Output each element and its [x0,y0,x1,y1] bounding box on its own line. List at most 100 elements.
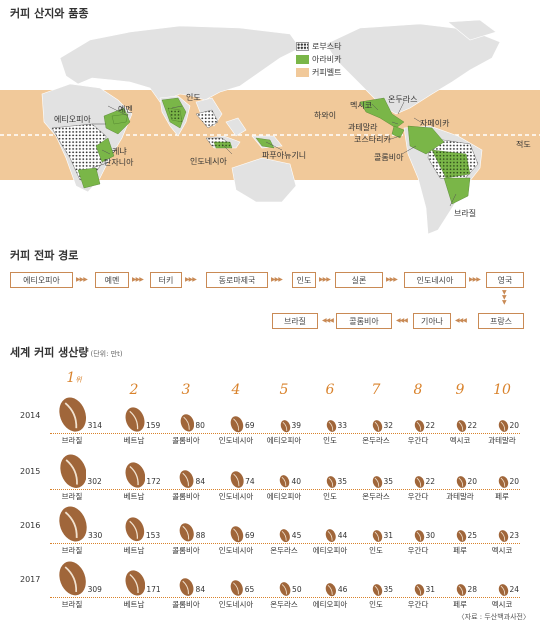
coffee-bean-icon [372,420,382,432]
production-value: 74 [245,477,255,486]
rank-label: 2 [122,382,146,398]
route-step: 브라질 [272,313,318,329]
country-name: 인도 [323,492,337,501]
route-arrow-icon: ◀◀◀ [322,317,334,324]
coffee-bean-icon [230,580,244,596]
map-label-indonesia: 인도네시아 [190,156,227,166]
route-arrow-icon: ▶▶▶ [386,276,398,283]
route-step: 인도 [292,272,316,288]
production-section-title: 세계 커피 생산량 (단위: 만t) [10,344,123,360]
legend-label: 아라비카 [312,55,342,64]
coffee-bean-icon [414,584,424,596]
coffee-bean-icon [414,420,424,432]
row-divider [50,489,520,490]
country-name: 과테말라 [488,436,516,445]
country-name: 콜롬비아 [172,600,200,609]
coffee-bean-icon [456,476,466,488]
map-label-mexico: 멕시코 [350,100,372,110]
map-label-india: 인도 [186,92,201,102]
rank-label: 3 [174,382,198,398]
map-label-honduras: 온두라스 [388,95,417,104]
rank-label: 7 [364,382,388,398]
route-arrow-icon: ▶▶▶ [76,276,88,283]
coffee-bean-icon [125,517,145,542]
coffee-bean-icon [498,420,508,432]
rank-number: 4 [231,382,241,398]
country-name: 콜롬비아 [172,546,200,555]
coffee-bean-icon [325,582,337,596]
production-value: 80 [195,421,205,430]
production-value: 45 [291,531,302,540]
country-name: 인도네시아 [218,492,254,501]
country-name: 에티오피아 [312,546,348,555]
country-name: 에티오피아 [312,600,348,609]
route-arrow-icon: ▶▶▶ [132,276,144,283]
production-value: 159 [146,421,161,430]
rank-number: 3 [181,382,191,398]
country-name: 온두라스 [270,600,298,609]
production-value: 24 [509,585,520,594]
country-name: 온두라스 [362,492,390,501]
rank-suffix: 위 [75,376,82,384]
production-value: 44 [337,531,348,540]
country-name: 베트남 [123,436,145,445]
coffee-bean-icon [125,407,145,432]
rank-label: 10 [490,382,514,398]
rank-label: 9 [448,382,472,398]
year-label: 2014 [20,411,41,420]
rank-label: 5 [272,382,296,398]
coffee-bean-icon [230,525,244,542]
production-value: 39 [291,421,302,430]
country-name: 브라질 [61,546,83,555]
production-value: 84 [195,585,206,594]
coffee-bean-icon [280,475,290,488]
route-step: 에티오피아 [10,272,73,288]
route-step: 터키 [150,272,182,288]
rank-number: 10 [493,382,511,398]
arabica-swatch [296,55,309,64]
country-name: 에티오피아 [266,436,302,445]
production-value: 330 [88,531,103,540]
country-name: 우간다 [407,492,429,501]
country-name: 온두라스 [270,546,298,555]
rank-label: 4 [224,382,248,398]
coffee-bean-icon [372,476,382,488]
coffee-bean-icon [498,584,508,596]
country-name: 인도네시아 [218,546,254,555]
map-label-tanzania: 탄자니아 [104,157,134,167]
production-value: 35 [383,477,394,486]
rank-number: 5 [279,382,289,398]
route-arrow-icon: ▶▶▶ [271,276,283,283]
production-value: 46 [337,585,348,594]
country-name: 브라질 [61,492,83,501]
production-title-text: 세계 커피 생산량 [10,346,89,359]
year-label: 2017 [20,575,41,584]
production-value: 172 [146,477,161,486]
country-name: 인도네시아 [218,600,254,609]
production-value: 20 [509,477,520,486]
year-label: 2015 [20,467,41,476]
production-value: 302 [87,477,102,486]
rank-number: 1 [66,370,76,386]
country-name: 온두라스 [362,436,390,445]
route-arrow-down-icon: ▼ ▼ ▼ [502,289,507,306]
route-step: 콜롬비아 [336,313,392,329]
country-name: 우간다 [407,436,429,445]
coffee-bean-icon [498,476,508,488]
country-name: 베트남 [123,600,145,609]
map-label-hawaii: 하와이 [314,110,336,120]
production-value: 35 [337,477,348,486]
production-value: 28 [467,585,478,594]
coffee-bean-icon [456,584,466,596]
legend-label: 커피벨트 [312,68,342,77]
country-name: 페루 [453,546,467,555]
row-divider [50,597,520,598]
coffee-bean-icon [180,414,194,432]
country-name: 브라질 [61,600,83,609]
coffee-bean-icon [230,471,244,488]
production-value: 171 [146,585,161,594]
map-label-colombia: 콜롬비아 [374,152,404,162]
map-legend: 로부스타 아라비카 커피벨트 [296,40,341,79]
rank-number: 7 [371,382,381,398]
coffee-bean-icon [230,415,244,432]
